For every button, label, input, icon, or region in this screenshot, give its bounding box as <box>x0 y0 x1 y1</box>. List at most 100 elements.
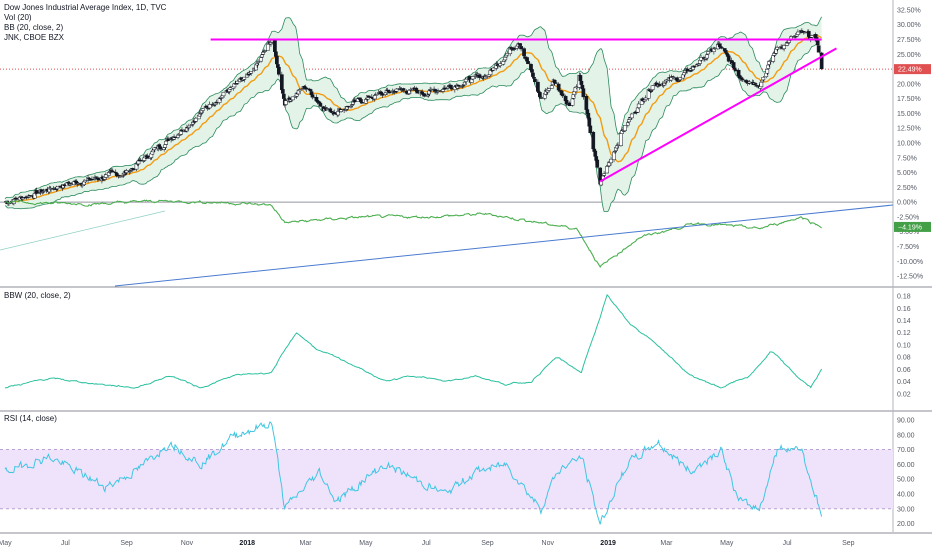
rsi-panel <box>0 420 893 525</box>
candle-down <box>560 93 565 97</box>
candle-down <box>456 85 461 87</box>
candle-up <box>255 63 259 66</box>
candle-down <box>422 93 427 97</box>
rsi-tick-label: 90.00 <box>897 417 915 424</box>
candle-up <box>235 80 240 84</box>
candle-up <box>103 174 108 178</box>
rsi-band <box>0 449 893 509</box>
candle-up <box>488 70 493 76</box>
y-tick-label: 5.00% <box>897 170 917 177</box>
candle-down <box>591 131 596 150</box>
price-axes: 32.50%30.00%27.50%25.00%22.50%20.00%17.5… <box>894 7 931 528</box>
candle-up <box>47 187 52 193</box>
jnk-badge-text: −4.19% <box>898 224 922 231</box>
bbw-tick-label: 0.10 <box>897 342 911 349</box>
candle-down <box>578 75 583 81</box>
candle-up <box>498 63 503 66</box>
time-axis: May Jul Sep Nov 2018 Mar May Jul Sep Nov 2019 Mar Ma… <box>0 540 855 547</box>
candle-up <box>245 73 250 78</box>
faint-trendline <box>0 210 166 251</box>
candle-down <box>158 146 163 149</box>
x-tick-label: May <box>0 540 12 547</box>
bbw-tick-label: 0.16 <box>897 306 911 313</box>
candle-down <box>595 159 600 168</box>
candle-up <box>549 85 554 89</box>
bbw-tick-label: 0.14 <box>897 318 911 325</box>
candle-down <box>281 93 286 99</box>
candle-up <box>765 69 770 74</box>
candle-up <box>190 124 194 126</box>
candle-up <box>266 43 270 51</box>
candle-up <box>394 88 399 92</box>
rsi-line <box>4 420 823 525</box>
candle-down <box>536 81 540 92</box>
x-tick-label: 2018 <box>239 540 255 547</box>
candle-up <box>290 96 295 101</box>
candle-down <box>556 83 561 91</box>
candle-up <box>626 122 630 126</box>
y-tick-label: 30.00% <box>897 22 921 29</box>
x-tick-label: Nov <box>181 540 194 547</box>
candle-up <box>697 63 701 66</box>
candle-up <box>221 91 226 97</box>
candle-down <box>685 68 690 72</box>
candle-up <box>249 71 254 74</box>
candle-up <box>260 54 264 58</box>
candle-up <box>491 67 496 71</box>
candle-up <box>151 149 156 153</box>
candle-down <box>648 90 653 92</box>
bbw-tick-label: 0.08 <box>897 355 911 362</box>
candle-up <box>782 45 786 49</box>
candle-up <box>691 65 695 70</box>
candle-up <box>339 109 343 112</box>
candle-up <box>469 79 474 83</box>
candle-down <box>531 72 535 77</box>
y-tick-label: 7.50% <box>897 155 917 162</box>
candle-down <box>386 90 391 92</box>
rsi-tick-label: 80.00 <box>897 432 915 439</box>
bbw-panel <box>4 293 823 389</box>
candle-up <box>619 133 623 147</box>
candle-up <box>766 64 771 69</box>
candle-up <box>234 83 239 85</box>
candle-up <box>217 98 222 103</box>
candle-down <box>732 67 737 70</box>
candle-up <box>163 144 168 148</box>
candle-down <box>277 66 281 75</box>
candle-up <box>263 50 267 52</box>
candle-down <box>359 99 363 103</box>
candle-down <box>676 80 681 82</box>
candle-down <box>512 48 517 50</box>
bbw-tick-label: 0.18 <box>897 294 911 301</box>
candle-up <box>484 76 489 78</box>
candle-up <box>193 117 198 122</box>
candle-up <box>760 79 765 83</box>
x-tick-label: Sep <box>842 540 855 547</box>
y-tick-label: -7.50% <box>897 244 919 251</box>
x-tick-label: Sep <box>481 540 494 547</box>
candle-down <box>740 78 745 81</box>
candle-down <box>332 112 337 115</box>
candle-down <box>815 40 820 46</box>
candle-up <box>761 77 766 81</box>
y-tick-label: 32.50% <box>897 7 921 14</box>
candle-up <box>198 112 203 115</box>
candle-up <box>55 186 60 190</box>
candle-up <box>613 150 617 153</box>
candle-up <box>636 103 641 108</box>
y-tick-label: -12.50% <box>897 274 923 281</box>
y-tick-label: -10.00% <box>897 259 923 266</box>
candle-up <box>605 166 609 174</box>
rsi-tick-label: 40.00 <box>897 491 915 498</box>
bbw-tick-label: 0.06 <box>897 367 911 374</box>
candle-up <box>207 104 212 109</box>
candle-down <box>819 52 824 69</box>
x-tick-label: Sep <box>120 540 133 547</box>
candle-up <box>128 170 133 173</box>
candle-down <box>401 88 406 91</box>
candle-up <box>349 106 353 108</box>
candle-up <box>570 98 575 106</box>
candle-up <box>300 88 305 90</box>
candle-up <box>602 173 606 176</box>
candle-down <box>273 40 277 52</box>
